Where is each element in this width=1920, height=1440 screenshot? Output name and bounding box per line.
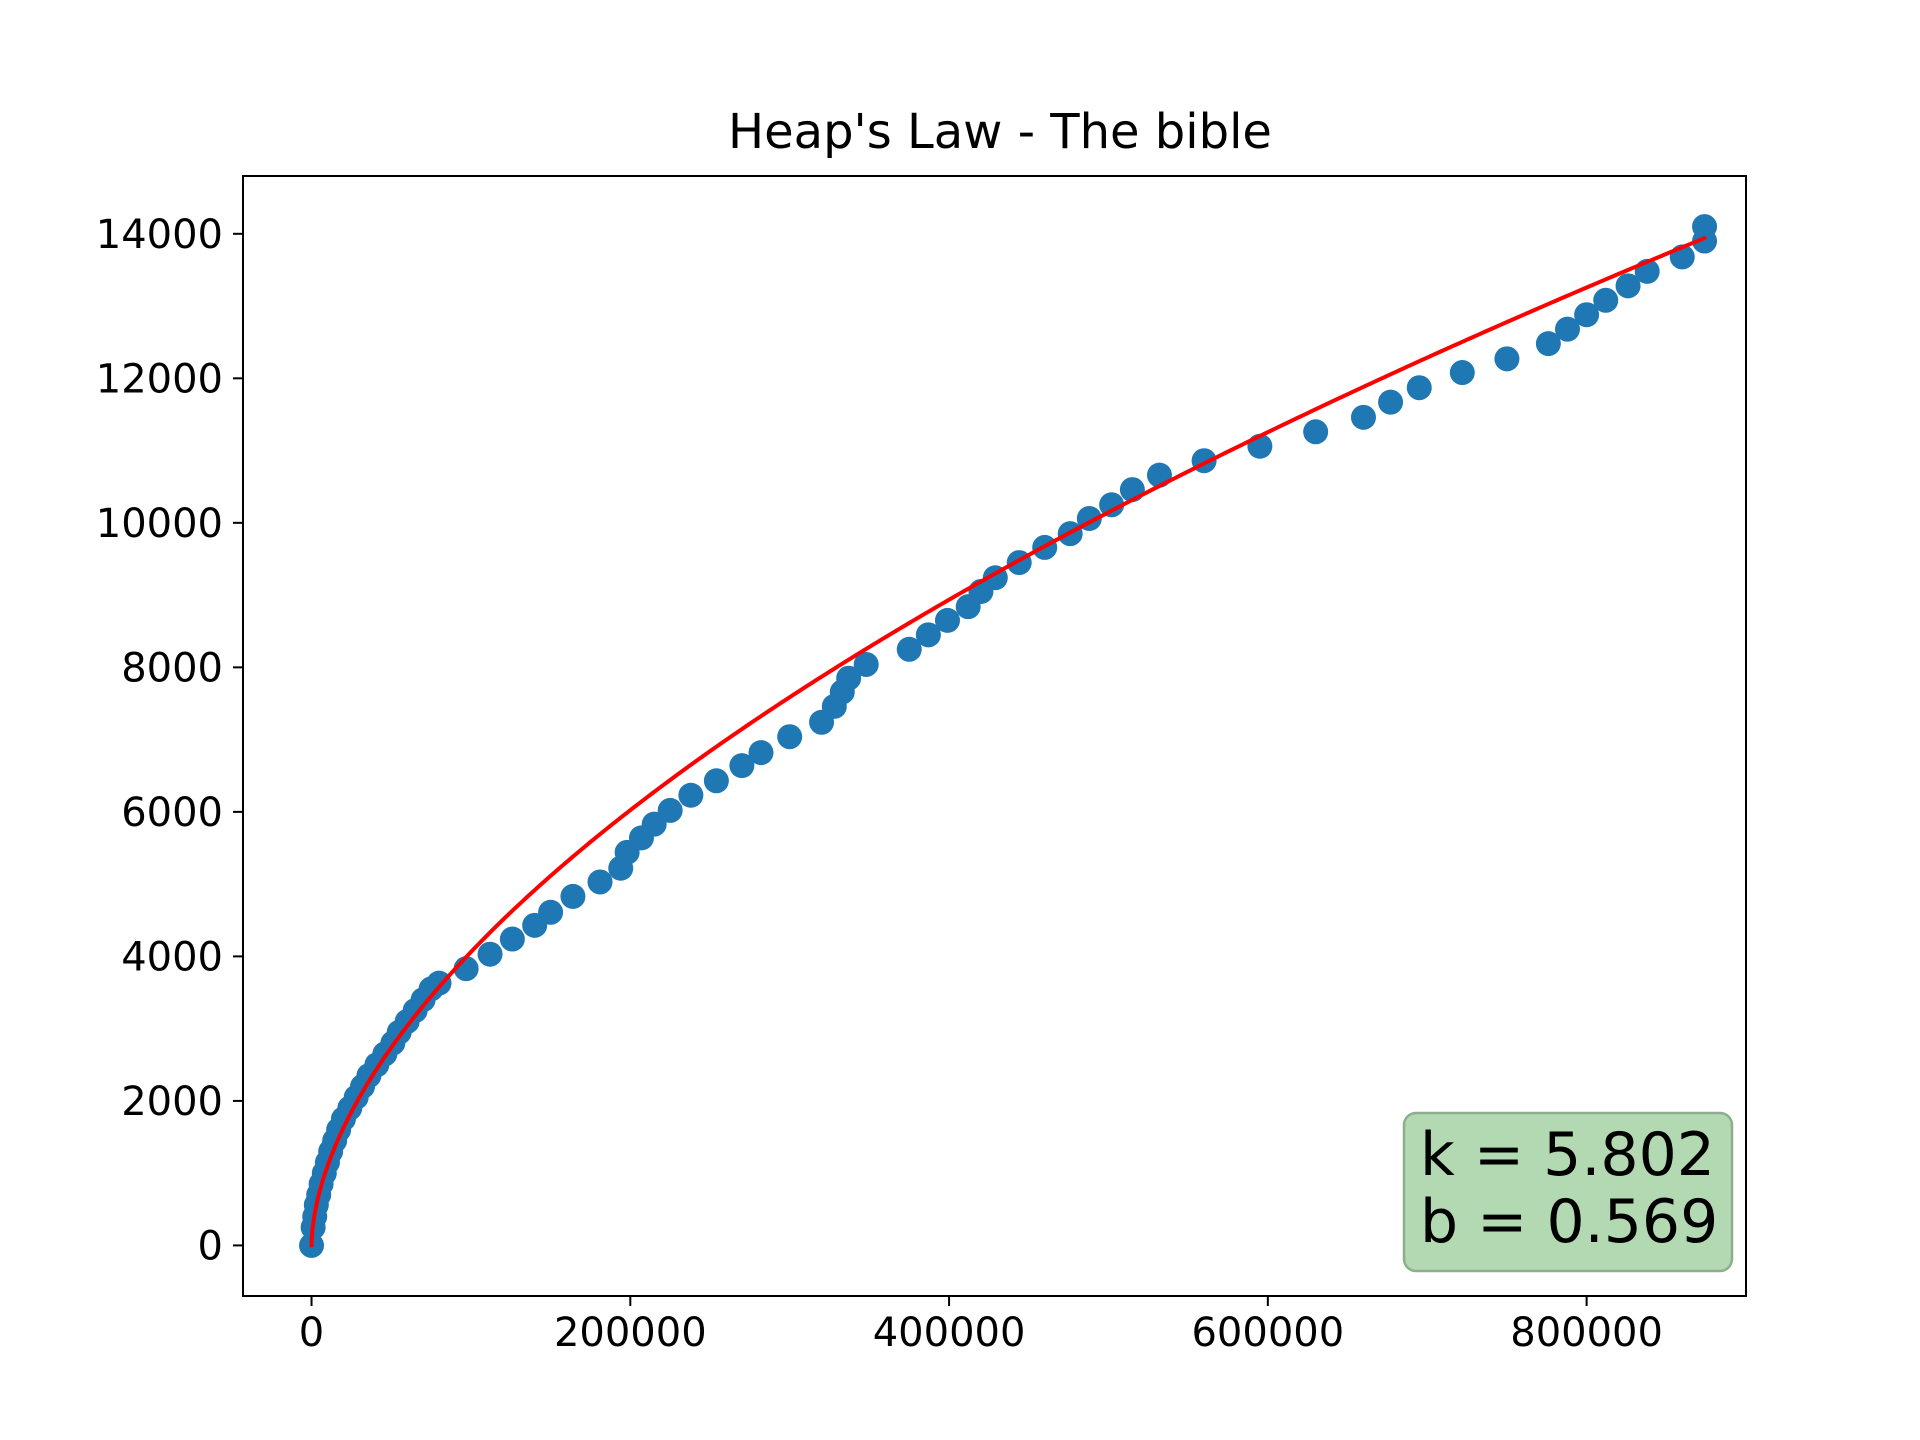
data-point — [538, 899, 564, 925]
data-point — [1593, 287, 1619, 313]
y-tick-label: 2000 — [121, 1079, 223, 1125]
x-tick-label: 400000 — [873, 1310, 1026, 1356]
chart-title: Heap's Law - The bible — [728, 104, 1272, 160]
fit-parameters-background — [1402, 1111, 1734, 1273]
data-point — [1494, 346, 1520, 372]
data-point — [1692, 214, 1718, 240]
data-point — [853, 651, 879, 677]
data-point — [1303, 419, 1329, 445]
data-point — [934, 607, 960, 633]
data-point — [657, 797, 683, 823]
data-point — [729, 753, 755, 779]
axes-frame — [242, 175, 1747, 1297]
plot-area: 0 200000 400000 600000 800000 0 2000 4000 6000 80… — [96, 175, 1747, 1356]
x-tick-label: 600000 — [1191, 1310, 1344, 1356]
fit-parameter-k: k = 5.802 — [1420, 1120, 1715, 1190]
y-tick-label: 14000 — [96, 212, 223, 258]
data-point — [560, 883, 586, 909]
y-tick-label: 0 — [198, 1223, 223, 1269]
data-point — [1554, 316, 1580, 342]
data-point — [915, 622, 941, 648]
y-tick-label: 8000 — [121, 645, 223, 691]
data-point — [896, 636, 922, 662]
data-point — [678, 782, 704, 808]
x-tick-label: 200000 — [554, 1310, 707, 1356]
data-point — [1406, 375, 1432, 401]
fit-parameter-b: b = 0.569 — [1420, 1187, 1718, 1257]
data-point — [477, 941, 503, 967]
data-point — [1099, 492, 1125, 518]
data-point — [777, 724, 803, 750]
data-point — [1350, 404, 1376, 430]
data-point — [587, 869, 613, 895]
fit-parameters-box: k = 5.802 b = 0.569 — [1402, 1111, 1734, 1273]
y-tick-label: 10000 — [96, 501, 223, 547]
data-point — [499, 926, 525, 952]
fit-curve — [309, 236, 1707, 1248]
data-point — [836, 665, 862, 691]
data-point — [1615, 273, 1641, 299]
data-layer — [299, 214, 1718, 1258]
data-point — [1535, 331, 1561, 357]
x-tick-label: 0 — [299, 1310, 324, 1356]
y-tick-label: 6000 — [121, 790, 223, 836]
data-point — [748, 740, 774, 766]
data-point — [703, 768, 729, 794]
y-tick-label: 4000 — [121, 934, 223, 980]
y-tick-label: 12000 — [96, 356, 223, 402]
data-point — [1378, 389, 1404, 415]
x-tick-label: 800000 — [1510, 1310, 1663, 1356]
data-point — [1574, 302, 1600, 328]
data-point — [1449, 360, 1475, 386]
